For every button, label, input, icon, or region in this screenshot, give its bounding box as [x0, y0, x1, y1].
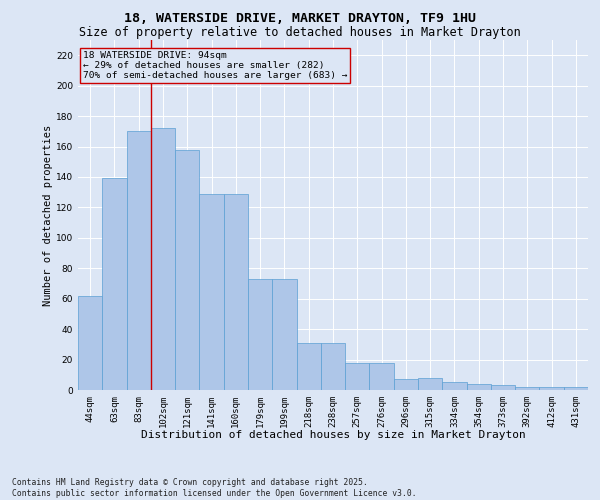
Bar [102, 178, 127, 390]
Bar [491, 386, 515, 390]
Bar [127, 132, 151, 390]
X-axis label: Distribution of detached houses by size in Market Drayton: Distribution of detached houses by size … [140, 430, 526, 440]
Bar [272, 279, 296, 390]
Bar [199, 194, 224, 390]
Bar [442, 382, 467, 390]
Bar [467, 384, 491, 390]
Text: 18, WATERSIDE DRIVE, MARKET DRAYTON, TF9 1HU: 18, WATERSIDE DRIVE, MARKET DRAYTON, TF9… [124, 12, 476, 26]
Bar [345, 362, 370, 390]
Bar [370, 362, 394, 390]
Bar [539, 387, 564, 390]
Bar [175, 150, 199, 390]
Bar [418, 378, 442, 390]
Text: Size of property relative to detached houses in Market Drayton: Size of property relative to detached ho… [79, 26, 521, 39]
Bar [296, 343, 321, 390]
Bar [78, 296, 102, 390]
Bar [394, 380, 418, 390]
Bar [564, 387, 588, 390]
Bar [248, 279, 272, 390]
Bar [151, 128, 175, 390]
Bar [321, 343, 345, 390]
Text: 18 WATERSIDE DRIVE: 94sqm
← 29% of detached houses are smaller (282)
70% of semi: 18 WATERSIDE DRIVE: 94sqm ← 29% of detac… [83, 50, 347, 80]
Text: Contains HM Land Registry data © Crown copyright and database right 2025.
Contai: Contains HM Land Registry data © Crown c… [12, 478, 416, 498]
Y-axis label: Number of detached properties: Number of detached properties [43, 124, 53, 306]
Bar [515, 387, 539, 390]
Bar [224, 194, 248, 390]
